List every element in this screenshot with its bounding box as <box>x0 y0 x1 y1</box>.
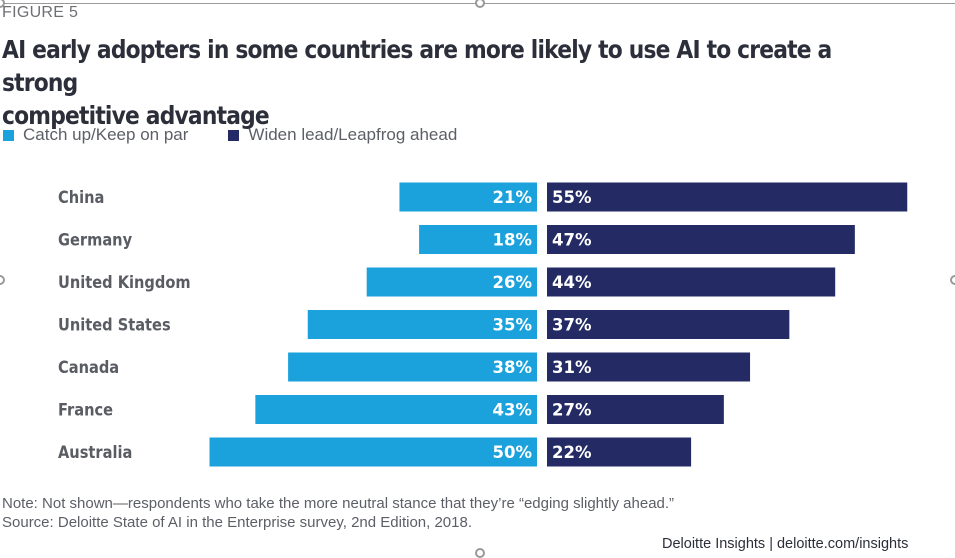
category-label-france: France <box>58 399 113 419</box>
chart-title: AI early adopters in some countries are … <box>2 33 839 132</box>
bar-catch-up-united-kingdom <box>366 267 537 297</box>
value-label-widen-lead-canada: 31% <box>552 358 592 377</box>
category-label-germany: Germany <box>58 229 133 249</box>
value-label-catch-up-australia: 50% <box>493 443 533 462</box>
bar-widen-lead-france <box>547 395 724 424</box>
category-label-united-states: United States <box>58 314 171 334</box>
category-label-china: China <box>58 187 104 207</box>
bar-widen-lead-australia <box>547 437 692 467</box>
bar-catch-up-australia <box>209 437 537 467</box>
value-label-catch-up-china: 21% <box>493 188 533 207</box>
bar-widen-lead-canada <box>547 352 751 382</box>
value-label-catch-up-france: 43% <box>493 401 533 420</box>
value-label-widen-lead-united-states: 37% <box>552 316 592 335</box>
bar-catch-up-china <box>399 182 537 212</box>
bar-widen-lead-china <box>547 182 908 212</box>
value-label-catch-up-canada: 38% <box>493 358 533 377</box>
figure-label: FIGURE 5 <box>2 4 79 21</box>
bar-widen-lead-united-states <box>547 310 790 339</box>
resize-handle-bottom-center[interactable] <box>475 548 485 558</box>
bar-catch-up-united-states <box>307 310 537 339</box>
legend-label-catch-up: Catch up/Keep on par <box>23 125 189 144</box>
legend-label-widen-lead: Widen lead/Leapfrog ahead <box>248 125 458 144</box>
resize-handle-middle-right[interactable] <box>950 275 955 285</box>
bar-widen-lead-united-kingdom <box>547 267 836 297</box>
legend: Catch up/Keep on par Widen lead/Leapfrog… <box>3 125 497 145</box>
value-label-catch-up-united-states: 35% <box>493 316 533 335</box>
resize-handle-top-center[interactable] <box>475 0 485 8</box>
value-label-catch-up-germany: 18% <box>493 231 533 250</box>
value-label-catch-up-united-kingdom: 26% <box>493 273 533 292</box>
legend-item-widen-lead: Widen lead/Leapfrog ahead <box>228 125 457 145</box>
note-text: Note: Not shown—respondents who take the… <box>2 495 675 512</box>
bar-catch-up-canada <box>288 352 537 382</box>
value-label-widen-lead-china: 55% <box>552 188 592 207</box>
value-label-widen-lead-united-kingdom: 44% <box>552 273 592 292</box>
legend-item-catch-up: Catch up/Keep on par <box>3 125 188 145</box>
resize-handle-middle-left[interactable] <box>0 275 5 285</box>
chart-notes: Note: Not shown—respondents who take the… <box>2 494 674 532</box>
value-label-widen-lead-germany: 47% <box>552 231 592 250</box>
bar-catch-up-germany <box>419 225 537 254</box>
credit-text: Deloitte Insights | deloitte.com/insight… <box>662 536 909 552</box>
bar-catch-up-france <box>255 395 537 424</box>
bar-widen-lead-germany <box>547 225 855 254</box>
legend-swatch-widen-lead <box>228 129 240 141</box>
category-label-australia: Australia <box>58 442 132 462</box>
chart-title-line-1: AI early adopters in some countries are … <box>2 35 832 97</box>
value-label-widen-lead-australia: 22% <box>552 443 592 462</box>
value-label-widen-lead-france: 27% <box>552 401 592 420</box>
legend-swatch-catch-up <box>3 129 14 141</box>
source-text: Source: Deloitte State of AI in the Ente… <box>2 514 472 531</box>
category-label-united-kingdom: United Kingdom <box>58 272 191 292</box>
chart-title-line-2: competitive advantage <box>2 101 270 130</box>
category-label-canada: Canada <box>58 357 119 377</box>
resize-handle-top-left[interactable] <box>0 0 5 8</box>
diverging-bar-chart: China 21% 55% Germany 18% 47% United Kingdom 26… <box>58 182 908 467</box>
